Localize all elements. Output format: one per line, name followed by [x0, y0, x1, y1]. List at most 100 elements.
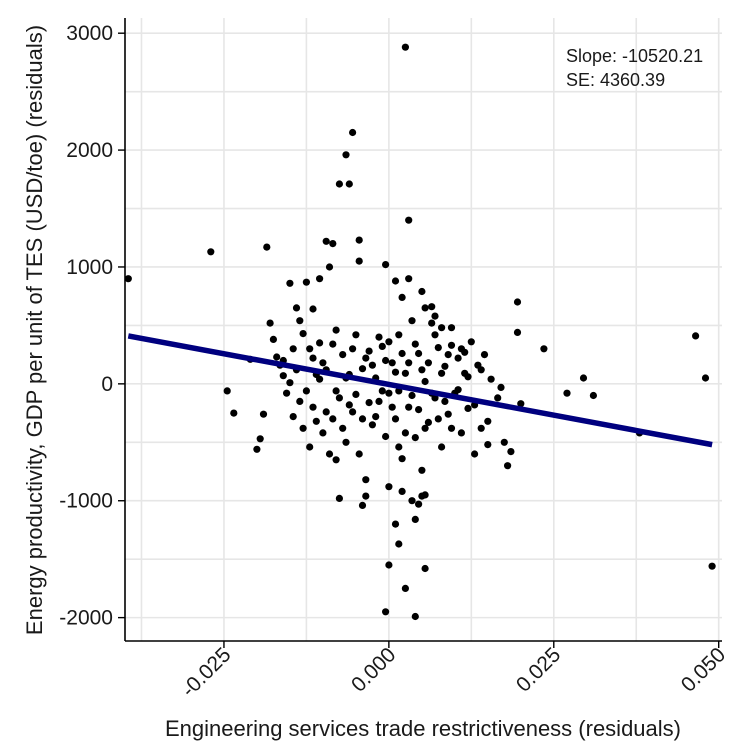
data-point	[540, 345, 548, 353]
data-point	[708, 562, 716, 570]
data-point	[372, 413, 380, 421]
data-point	[230, 409, 238, 417]
data-point	[309, 403, 317, 411]
se-annotation: SE: 4360.39	[566, 70, 665, 90]
data-point	[418, 466, 426, 474]
data-point	[335, 394, 343, 402]
data-point	[401, 584, 409, 593]
data-point	[418, 366, 426, 374]
data-point	[405, 403, 413, 411]
data-point	[398, 487, 406, 495]
data-point	[329, 340, 337, 348]
data-point	[487, 375, 495, 383]
data-point	[434, 415, 442, 423]
data-point	[319, 429, 327, 437]
data-point	[378, 387, 386, 395]
data-point	[497, 383, 505, 391]
data-point	[382, 261, 390, 269]
data-point	[322, 237, 330, 245]
data-point	[266, 319, 274, 327]
data-point	[352, 331, 360, 339]
data-point	[302, 278, 310, 286]
data-point	[701, 374, 710, 382]
data-point	[421, 304, 429, 312]
data-point	[335, 180, 343, 188]
data-point	[286, 279, 294, 287]
data-point	[302, 387, 310, 395]
data-point	[342, 438, 350, 446]
data-point	[395, 540, 403, 548]
data-point	[484, 417, 492, 425]
data-point	[401, 429, 409, 437]
data-point	[441, 362, 449, 370]
data-point	[457, 345, 465, 353]
data-point	[306, 345, 314, 353]
data-point	[457, 429, 465, 437]
data-point	[385, 483, 393, 491]
data-point	[309, 305, 317, 313]
data-point	[428, 319, 436, 327]
data-point	[345, 180, 353, 188]
data-point	[329, 415, 337, 423]
data-point	[438, 443, 446, 451]
data-point	[355, 257, 363, 265]
data-point	[339, 424, 347, 432]
data-point	[494, 394, 502, 402]
data-point	[322, 408, 330, 416]
data-point	[312, 417, 320, 425]
data-point	[447, 424, 456, 432]
data-point	[349, 128, 357, 137]
data-point	[382, 432, 390, 441]
data-point	[362, 476, 370, 484]
data-point	[395, 443, 403, 451]
data-point	[269, 335, 277, 343]
data-point	[299, 330, 307, 338]
data-point	[316, 339, 324, 347]
data-point	[395, 331, 403, 339]
data-point	[408, 391, 416, 400]
data-point	[391, 368, 400, 376]
data-point	[362, 354, 370, 362]
data-point	[332, 387, 340, 395]
data-point	[513, 328, 522, 336]
data-point	[365, 347, 373, 355]
data-point	[319, 359, 327, 367]
data-point	[405, 275, 413, 283]
data-point	[306, 443, 314, 451]
data-point	[335, 494, 343, 502]
data-point	[358, 365, 367, 373]
data-point	[424, 418, 432, 426]
y-tick-label: -1000	[59, 490, 113, 513]
data-point	[504, 462, 512, 470]
data-point	[355, 450, 363, 458]
data-point	[223, 387, 231, 395]
data-point	[415, 406, 423, 414]
data-point	[283, 389, 291, 397]
data-point	[415, 349, 423, 358]
y-axis-title: Energy productivity, GDP per unit of TES…	[22, 25, 47, 635]
data-point	[438, 324, 446, 332]
data-point	[385, 561, 393, 569]
data-point	[563, 389, 571, 397]
data-point	[256, 435, 264, 443]
data-point	[513, 298, 522, 306]
data-point	[388, 359, 396, 367]
data-point	[309, 354, 317, 362]
data-point	[207, 248, 215, 256]
data-point	[345, 401, 353, 409]
data-point	[279, 372, 287, 380]
data-point	[411, 340, 419, 348]
data-point	[388, 403, 396, 411]
data-point	[431, 331, 439, 339]
data-point	[365, 399, 373, 407]
data-points	[124, 43, 716, 621]
y-tick-label: 0	[101, 373, 113, 396]
y-tick-labels: -2000 -1000 0 1000 2000 3000	[59, 22, 125, 630]
data-point	[398, 349, 406, 358]
data-point	[316, 375, 324, 383]
data-point	[405, 216, 413, 224]
data-point	[355, 236, 363, 244]
data-point	[263, 243, 271, 251]
data-point	[434, 344, 442, 352]
